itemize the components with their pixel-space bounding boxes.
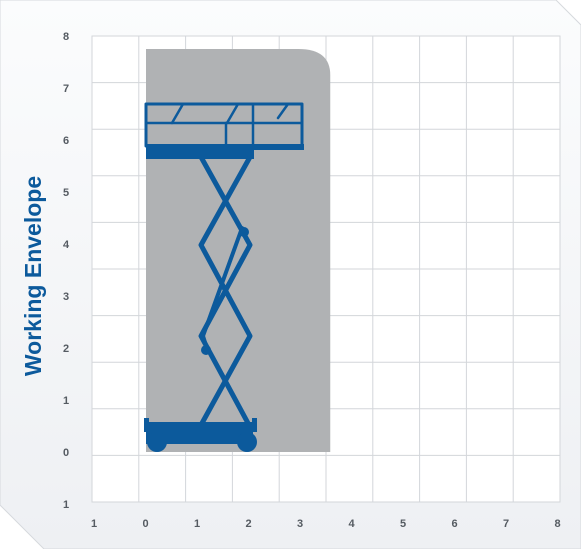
scissor-brace <box>201 226 244 338</box>
x-tick-label: 4 <box>348 518 355 530</box>
chassis-front-end <box>144 418 149 432</box>
guardrail-diagonal <box>225 102 240 125</box>
y-axis-tick-labels: 8 7 6 5 4 3 2 1 0 1 <box>63 31 70 511</box>
rear-wheel <box>237 432 257 452</box>
y-tick-label: 3 <box>63 291 69 303</box>
x-tick-label: 8 <box>554 518 560 530</box>
chassis-top-rail <box>144 422 257 427</box>
scissor-pivot <box>201 345 211 355</box>
platform-base-plate <box>146 150 254 159</box>
x-axis-tick-labels: 1 0 1 2 3 4 5 6 7 8 <box>91 518 561 530</box>
y-tick-label: 2 <box>63 343 69 355</box>
chassis-rear-end <box>252 418 257 432</box>
y-tick-label: 0 <box>63 447 69 459</box>
y-tick-label: 1 <box>63 499 69 511</box>
scissor-pivot <box>239 227 249 237</box>
x-tick-label: 6 <box>451 518 457 530</box>
y-tick-label: 7 <box>63 83 69 95</box>
y-tick-label: 6 <box>63 135 69 147</box>
x-tick-label: 3 <box>297 518 303 530</box>
x-tick-label: 1 <box>194 518 200 530</box>
x-tick-label: 1 <box>91 518 97 530</box>
scissor-arm <box>198 154 253 428</box>
y-tick-label: 8 <box>63 31 69 43</box>
scissor-lift-illustration <box>144 102 304 452</box>
x-tick-label: 5 <box>400 518 406 530</box>
chart-title: Working Envelope <box>20 176 46 376</box>
guardrail-diagonal <box>170 102 185 125</box>
y-tick-label: 1 <box>63 395 69 407</box>
y-tick-label: 5 <box>63 187 69 199</box>
chassis-body <box>146 427 253 444</box>
x-tick-label: 7 <box>503 518 509 530</box>
platform-deck <box>146 144 304 150</box>
front-wheel <box>147 432 167 452</box>
y-tick-label: 4 <box>63 239 70 251</box>
guardrail-diagonal <box>276 102 290 120</box>
x-tick-label: 0 <box>142 518 148 530</box>
x-tick-label: 2 <box>245 518 251 530</box>
